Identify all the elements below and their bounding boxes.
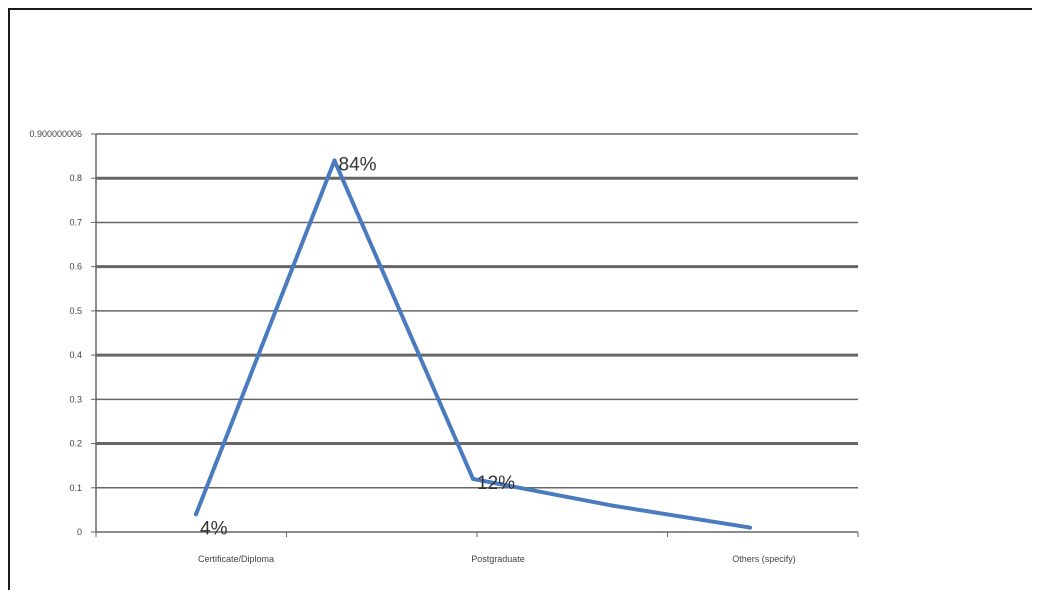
data-point <box>609 503 614 508</box>
x-category-label: Certificate/Diploma <box>198 554 274 564</box>
data-point <box>748 525 752 530</box>
axes <box>91 133 859 537</box>
series-lines <box>194 158 752 530</box>
y-tick-label: 0.4 <box>69 350 82 360</box>
y-tick-label: 0.7 <box>69 217 82 227</box>
data-label: 12% <box>477 473 515 494</box>
y-tick-label: 0.5 <box>69 306 82 316</box>
x-tick-labels: Certificate/Diploma Postgraduate Others (s… <box>198 554 796 564</box>
x-category-label: Postgraduate <box>471 554 525 564</box>
data-point <box>471 476 475 481</box>
y-tick-label: 0 <box>77 527 82 537</box>
gridlines <box>96 133 858 489</box>
series-line <box>194 158 752 530</box>
y-tick-label: 0.8 <box>69 173 82 183</box>
x-category-label: Others (specify) <box>732 554 796 564</box>
y-tick-labels: 0 0.1 0.2 0.3 0.4 0.5 0.6 0.7 0.8 0.900000006 <box>29 129 82 537</box>
y-tick-label: 0.1 <box>69 483 82 493</box>
chart-frame <box>8 8 1032 590</box>
data-label: 4% <box>200 518 228 539</box>
y-tick-label: 0.6 <box>69 262 82 272</box>
data-label: 84% <box>339 155 377 176</box>
data-point <box>332 158 337 163</box>
data-point <box>194 512 198 517</box>
y-tick-label: 0.3 <box>69 394 82 404</box>
y-tick-label: 0.900000006 <box>29 129 82 139</box>
data-labels: 4% 84% 12% <box>200 155 515 540</box>
y-tick-label: 0.2 <box>69 439 82 449</box>
